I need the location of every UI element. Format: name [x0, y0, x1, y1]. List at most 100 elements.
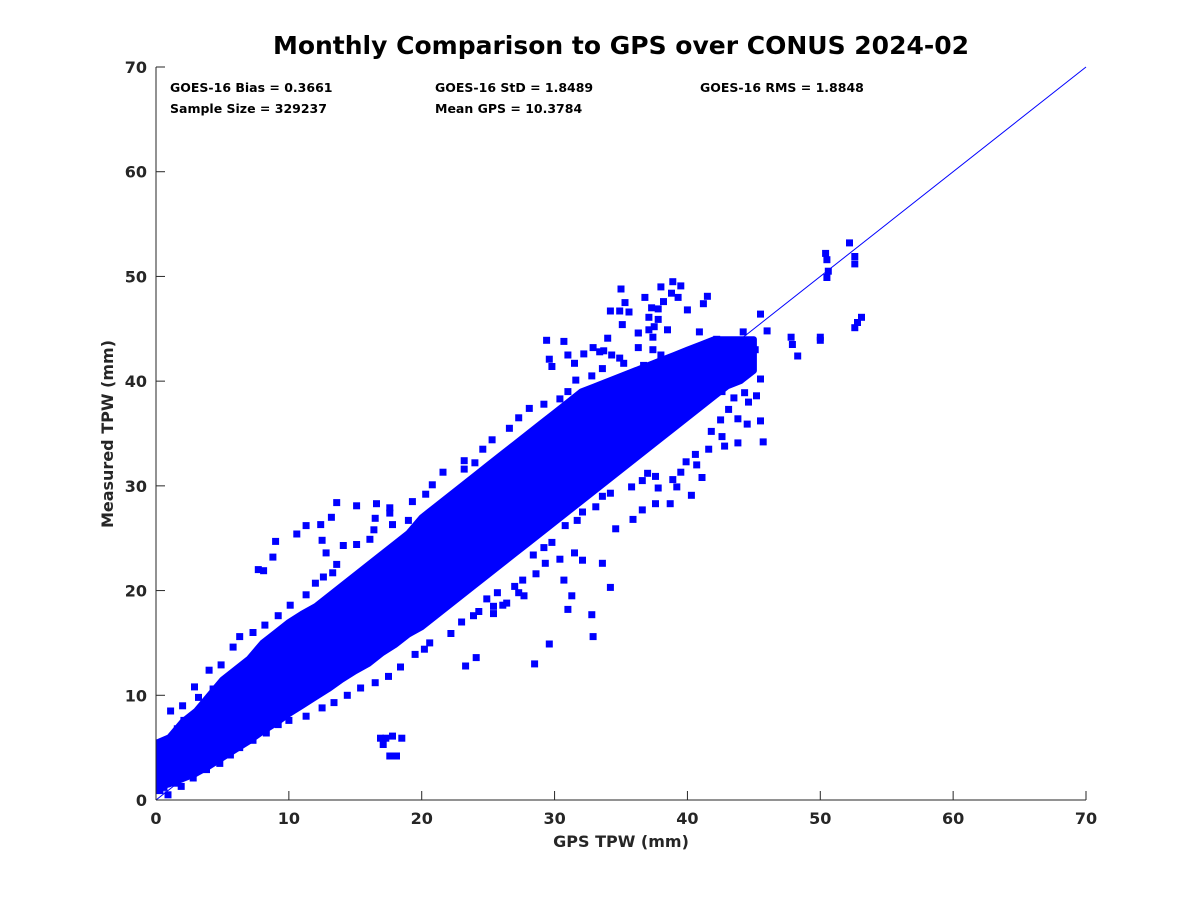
data-point: [179, 702, 187, 710]
data-point: [649, 346, 657, 354]
data-point: [652, 472, 659, 480]
data-point: [640, 361, 648, 369]
data-point: [816, 336, 824, 344]
data-point: [691, 450, 699, 458]
data-point: [370, 526, 378, 534]
data-point: [318, 536, 326, 544]
data-point: [520, 592, 528, 600]
data-point: [515, 589, 523, 597]
data-point: [674, 293, 682, 301]
data-point: [824, 267, 832, 275]
data-point: [479, 445, 487, 453]
data-point: [745, 342, 752, 349]
data-point: [311, 579, 319, 587]
data-point: [540, 544, 548, 552]
axes: 0 10 20 30 40 50 60 70 0 10 20 30 40 50 60 70: [125, 58, 1097, 828]
data-point: [490, 602, 497, 610]
data-point: [668, 289, 675, 297]
data-point: [645, 326, 653, 334]
data-point: [644, 469, 652, 477]
data-point: [216, 759, 224, 767]
data-point: [673, 483, 681, 491]
data-point: [404, 516, 412, 524]
y-tick-label: 20: [125, 582, 147, 601]
data-point: [617, 285, 625, 293]
data-point: [556, 555, 564, 563]
data-point: [289, 624, 297, 632]
data-point: [545, 640, 553, 648]
data-point: [370, 625, 378, 633]
data-point: [191, 683, 198, 691]
data-point: [541, 559, 549, 567]
data-point: [156, 787, 164, 795]
data-point: [683, 306, 691, 314]
data-point: [249, 736, 257, 744]
data-point: [598, 559, 606, 567]
data-point: [580, 350, 588, 358]
data-point: [645, 313, 653, 321]
data-point: [470, 612, 477, 620]
data-point: [333, 657, 341, 665]
data-point: [272, 637, 280, 645]
data-point: [612, 525, 620, 533]
data-point: [196, 759, 204, 767]
data-point: [353, 541, 361, 548]
data-point: [229, 643, 237, 651]
data-point: [422, 490, 430, 498]
data-point: [743, 420, 751, 428]
data-point: [734, 415, 742, 423]
data-point: [293, 530, 301, 538]
data-point: [757, 417, 764, 425]
data-point: [823, 256, 831, 264]
data-point: [753, 392, 760, 400]
data-point: [707, 427, 715, 435]
data-point: [589, 344, 597, 352]
data-point: [373, 500, 380, 508]
data-point: [203, 766, 210, 774]
data-point: [165, 736, 173, 744]
data-point: [654, 484, 662, 492]
data-point: [353, 502, 361, 510]
data-point: [629, 515, 637, 523]
data-point: [399, 551, 407, 559]
data-point: [397, 663, 404, 671]
data-point: [596, 348, 604, 356]
data-point: [672, 354, 679, 362]
stat-mean-gps: Mean GPS = 10.3784: [435, 101, 582, 116]
data-point: [428, 481, 436, 489]
data-point: [195, 693, 202, 701]
y-tick-label: 0: [136, 791, 147, 810]
data-point: [411, 650, 419, 658]
data-point: [161, 750, 169, 758]
data-point: [322, 549, 330, 557]
data-point: [608, 351, 616, 359]
data-point: [302, 712, 310, 720]
data-point: [420, 645, 428, 653]
plot-area: [155, 66, 1087, 801]
data-point: [598, 492, 606, 500]
data-point: [734, 439, 742, 447]
data-point: [272, 537, 280, 545]
data-point: [181, 769, 189, 777]
data-point: [705, 445, 713, 453]
data-point: [333, 499, 341, 507]
data-point: [393, 752, 400, 760]
x-axis-label: GPS TPW (mm): [553, 832, 689, 851]
data-point: [664, 326, 671, 334]
data-point: [205, 666, 213, 674]
data-point: [698, 474, 706, 481]
data-point: [654, 305, 662, 313]
data-point: [333, 560, 341, 568]
data-point: [592, 503, 600, 511]
data-point: [262, 729, 270, 737]
data-point: [606, 583, 614, 591]
data-point: [286, 601, 294, 609]
data-point: [579, 556, 586, 564]
data-point: [589, 633, 597, 641]
data-point: [654, 315, 662, 323]
data-point: [548, 538, 556, 546]
data-point: [669, 278, 677, 286]
data-point: [621, 299, 629, 307]
data-point: [568, 592, 576, 600]
data-point: [579, 508, 586, 516]
